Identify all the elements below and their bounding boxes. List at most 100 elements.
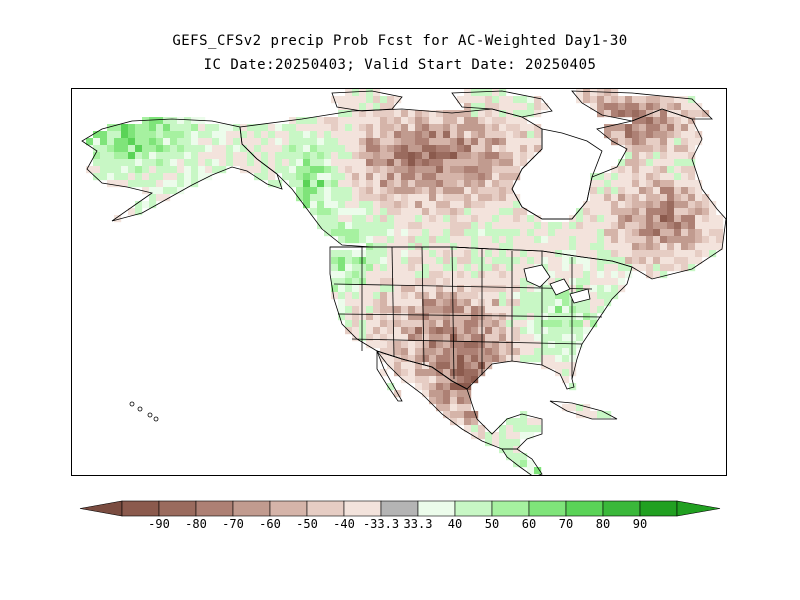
probability-cell (632, 145, 640, 153)
probability-cell (478, 222, 486, 230)
probability-cell (142, 138, 150, 146)
probability-cell (422, 166, 430, 174)
probability-cell (240, 152, 248, 160)
probability-cell (506, 306, 514, 314)
probability-cell (261, 166, 269, 174)
probability-cell (254, 138, 262, 146)
probability-cell (506, 117, 514, 125)
probability-cell (548, 250, 556, 258)
probability-cell (576, 229, 584, 237)
probability-cell (520, 257, 528, 265)
probability-cell (681, 166, 689, 174)
probability-cell (492, 327, 500, 335)
probability-cell (317, 145, 325, 153)
probability-cell (450, 173, 458, 181)
probability-cell (163, 131, 171, 139)
probability-cell (527, 341, 535, 349)
probability-cell (632, 96, 640, 104)
probability-cell (387, 159, 395, 167)
probability-cell (520, 341, 528, 349)
probability-cell (499, 138, 507, 146)
probability-cell (513, 166, 521, 174)
probability-cell (317, 138, 325, 146)
probability-cell (506, 243, 514, 251)
probability-cell (156, 159, 164, 167)
probability-cell (527, 250, 535, 258)
probability-cell (380, 320, 388, 328)
probability-cell (338, 173, 346, 181)
probability-cell (380, 215, 388, 223)
probability-cell (450, 306, 458, 314)
probability-cell (688, 243, 696, 251)
probability-cell (625, 110, 633, 118)
probability-cell (352, 257, 360, 265)
probability-cell (618, 194, 626, 202)
probability-cell (457, 285, 465, 293)
probability-cell (450, 194, 458, 202)
probability-cell (331, 131, 339, 139)
probability-cell (443, 362, 451, 370)
probability-cell (646, 159, 654, 167)
probability-cell (380, 166, 388, 174)
probability-cell (667, 222, 675, 230)
probability-cell (485, 334, 493, 342)
probability-cell (674, 208, 682, 216)
probability-cell (513, 278, 521, 286)
probability-cell (436, 299, 444, 307)
probability-cell (674, 180, 682, 188)
probability-cell (373, 110, 381, 118)
probability-cell (534, 96, 542, 104)
probability-cell (345, 180, 353, 188)
probability-cell (226, 138, 234, 146)
probability-cell (513, 313, 521, 321)
probability-cell (401, 369, 409, 377)
probability-cell (674, 96, 682, 104)
probability-cell (583, 257, 591, 265)
probability-cell (387, 348, 395, 356)
probability-cell (681, 131, 689, 139)
probability-cell (457, 124, 465, 132)
probability-cell (604, 89, 612, 97)
probability-cell (632, 243, 640, 251)
probability-cell (352, 145, 360, 153)
probability-cell (660, 152, 668, 160)
probability-cell (653, 110, 661, 118)
probability-cell (107, 131, 115, 139)
probability-cell (667, 145, 675, 153)
probability-cell (478, 194, 486, 202)
probability-cell (380, 236, 388, 244)
probability-cell (170, 173, 178, 181)
probability-cell (646, 222, 654, 230)
probability-cell (646, 124, 654, 132)
probability-cell (352, 278, 360, 286)
probability-cell (366, 124, 374, 132)
probability-cell (457, 96, 465, 104)
probability-cell (513, 320, 521, 328)
probability-cell (394, 292, 402, 300)
colorbar-swatch (306, 500, 345, 517)
probability-cell (114, 180, 122, 188)
probability-cell (618, 215, 626, 223)
probability-cell (625, 257, 633, 265)
probability-cell (408, 355, 416, 363)
probability-cell (191, 138, 199, 146)
probability-cell (548, 243, 556, 251)
probability-cell (331, 124, 339, 132)
probability-cell (485, 215, 493, 223)
probability-cell (583, 229, 591, 237)
probability-cell (387, 236, 395, 244)
probability-cell (352, 159, 360, 167)
probability-cell (359, 89, 367, 97)
probability-cell (499, 355, 507, 363)
probability-cell (702, 110, 710, 118)
probability-cell (499, 327, 507, 335)
probability-cell (583, 250, 591, 258)
probability-cell (555, 243, 563, 251)
probability-cell (429, 348, 437, 356)
probability-cell (506, 131, 514, 139)
probability-cell (170, 138, 178, 146)
probability-cell (569, 250, 577, 258)
probability-cell (324, 145, 332, 153)
probability-cell (660, 117, 668, 125)
probability-cell (499, 152, 507, 160)
